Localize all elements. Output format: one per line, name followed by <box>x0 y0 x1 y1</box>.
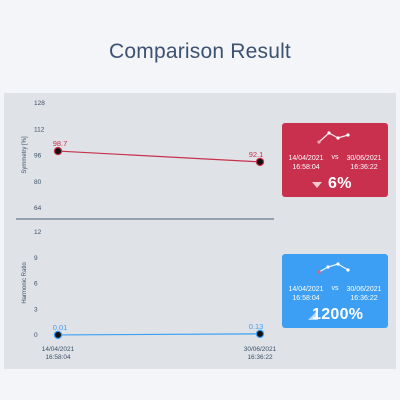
y-tick-label: 80 <box>34 179 42 186</box>
percent-change: 6% <box>328 175 352 192</box>
vs-label: vs <box>331 285 339 292</box>
y-tick-label: 96 <box>34 153 42 160</box>
harmonic-comparison-card[interactable]: 14/04/2021 16:58:04 vs 30/06/2021 16:36:… <box>282 254 388 328</box>
y-tick-label: 128 <box>34 100 45 107</box>
date-from-time: 16:58:04 <box>292 295 320 302</box>
data-point <box>255 157 265 167</box>
date-to: 30/06/2021 16:36:22 <box>342 285 386 303</box>
data-point <box>53 146 63 156</box>
date-from: 14/04/2021 16:58:04 <box>284 154 328 172</box>
comparison-chart: 64 80 96 112 128 Symmetry [%] 98.7 92.1 0 3 6 9 12 Ha… <box>16 100 277 361</box>
date-to-time: 16:36:22 <box>350 295 378 302</box>
series-line <box>57 333 261 336</box>
date-from-time: 16:58:04 <box>292 164 320 171</box>
y-tick-label: 6 <box>34 281 38 288</box>
y-tick-label: 112 <box>34 126 45 133</box>
x-tick-label: 14/04/2021 <box>42 346 75 353</box>
y-axis-label: Symmetry [%] <box>22 136 28 174</box>
date-to: 30/06/2021 16:36:22 <box>342 154 386 172</box>
series-line <box>57 150 261 163</box>
y-axis-label: Harmonic Ratio <box>22 262 28 304</box>
x-tick-label: 30/06/2021 <box>244 346 277 353</box>
sparkline-icon <box>317 131 350 144</box>
y-tick-label: 9 <box>34 255 38 262</box>
arrow-down-icon <box>312 182 322 188</box>
date-to-day: 30/06/2021 <box>346 286 382 293</box>
data-point <box>53 330 63 340</box>
y-tick-label: 12 <box>34 229 42 236</box>
symmetry-comparison-card[interactable]: 14/04/2021 16:58:04 vs 30/06/2021 16:36:… <box>282 123 388 197</box>
date-to-day: 30/06/2021 <box>346 155 382 162</box>
page-title: Comparison Result <box>109 40 291 63</box>
data-label: 0.13 <box>249 322 264 331</box>
data-label: 92.1 <box>249 150 264 159</box>
data-label: 0.01 <box>53 323 68 332</box>
data-point <box>255 329 265 339</box>
y-tick-label: 3 <box>34 306 38 313</box>
y-tick-label: 0 <box>34 332 38 339</box>
sparkline-icon <box>317 262 350 274</box>
x-tick-label: 16:36:22 <box>247 354 273 361</box>
data-label: 98.7 <box>53 139 68 148</box>
percent-change: 1200% <box>312 306 364 323</box>
arrow-up-icon <box>308 310 318 320</box>
x-tick-label: 16:58:04 <box>45 354 71 361</box>
vs-label: vs <box>331 154 339 161</box>
date-to-time: 16:36:22 <box>350 164 378 171</box>
date-from-day: 14/04/2021 <box>288 286 324 293</box>
date-from-day: 14/04/2021 <box>288 155 324 162</box>
y-tick-label: 64 <box>34 205 42 212</box>
date-from: 14/04/2021 16:58:04 <box>284 285 328 303</box>
